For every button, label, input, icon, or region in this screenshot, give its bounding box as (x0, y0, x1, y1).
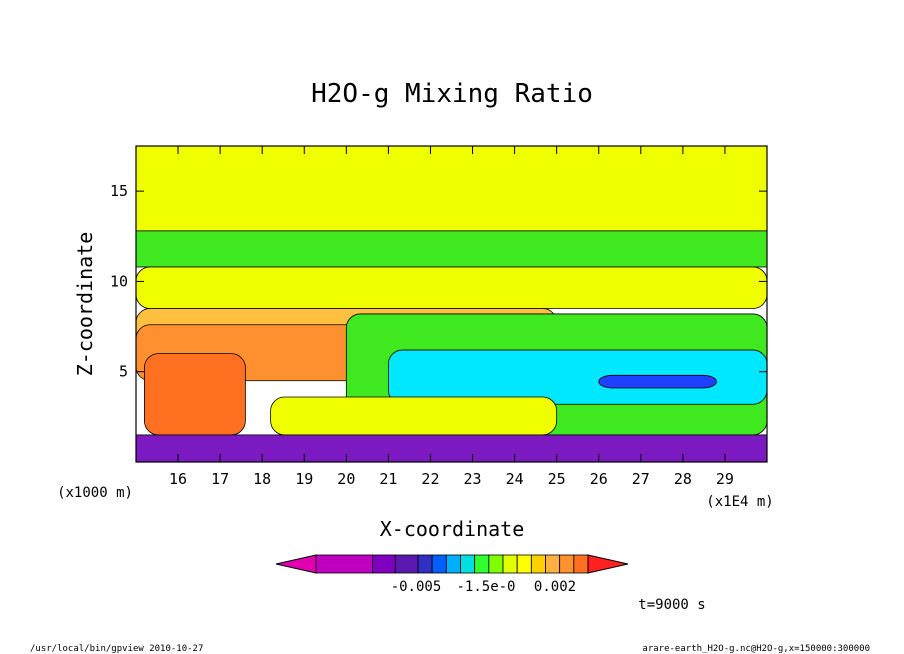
colorbar-label-2: -1.5e-0 (456, 579, 515, 595)
y-tick-label: 5 (119, 363, 128, 381)
region-blue (598, 374, 717, 389)
colorbar-label-3: 0.002 (534, 579, 576, 595)
y-tick-label: 10 (110, 272, 128, 290)
x-unit-left: (x1000 m) (57, 485, 133, 501)
x-tick-label: 22 (421, 470, 439, 488)
plot-area (136, 146, 767, 462)
colorbar-swatch (516, 554, 532, 574)
y-tick-label: 15 (110, 182, 128, 200)
region-low-yellow (270, 396, 558, 436)
colorbar-swatch (530, 554, 546, 574)
y-axis-label: Z-coordinate (73, 232, 97, 377)
region-dark-orange (144, 353, 246, 436)
colorbar-swatch (372, 554, 396, 574)
x-tick-label: 28 (674, 470, 692, 488)
x-tick-label: 27 (632, 470, 650, 488)
x-tick-label: 25 (548, 470, 566, 488)
region-upper-yellow (136, 146, 767, 232)
x-tick-label: 23 (464, 470, 482, 488)
x-tick-label: 29 (716, 470, 734, 488)
colorbar-label-1: -0.005 (391, 579, 442, 595)
colorbar-swatch (431, 554, 447, 574)
colorbar-swatch (315, 554, 374, 574)
colorbar-swatch (502, 554, 518, 574)
region-cyan (388, 349, 767, 405)
time-label: t=9000 s (638, 597, 705, 613)
x-axis: 16 17 18 19 20 21 22 23 24 25 26 27 28 29 (169, 146, 734, 488)
colorbar-swatch (488, 554, 504, 574)
colorbar-swatch (394, 554, 419, 574)
x-tick-label: 18 (253, 470, 271, 488)
colorbar-arrow-right (587, 554, 629, 574)
x-tick-label: 24 (506, 470, 524, 488)
colorbar-arrow-left (275, 554, 317, 574)
x-axis-label: X-coordinate (380, 517, 525, 541)
y-axis: 5 10 15 (110, 182, 767, 381)
plot-frame (135, 145, 768, 463)
footer-left: /usr/local/bin/gpview 2010-10-27 (30, 644, 203, 654)
x-tick-label: 26 (590, 470, 608, 488)
colorbar-swatch (417, 554, 433, 574)
colorbar-swatch (474, 554, 490, 574)
region-mid-yellow (136, 266, 767, 309)
x-tick-label: 20 (337, 470, 355, 488)
x-unit-right: (x1E4 m) (706, 494, 773, 510)
x-tick-label: 16 (169, 470, 187, 488)
region-upper-green-band (136, 230, 767, 268)
x-tick-label: 21 (379, 470, 397, 488)
colorbar-swatch (445, 554, 461, 574)
x-tick-label: 17 (211, 470, 229, 488)
colorbar-swatch (460, 554, 476, 574)
footer-right: arare-earth_H2O-g.nc@H2O-g,x=150000:3000… (642, 644, 870, 654)
colorbar-swatch (545, 554, 561, 574)
colorbar-swatch (559, 554, 575, 574)
colorbar-swatch (573, 554, 589, 574)
chart-title: H2O-g Mixing Ratio (311, 79, 593, 109)
region-surface-purple (136, 434, 767, 462)
x-tick-label: 19 (295, 470, 313, 488)
colorbar (275, 554, 629, 574)
